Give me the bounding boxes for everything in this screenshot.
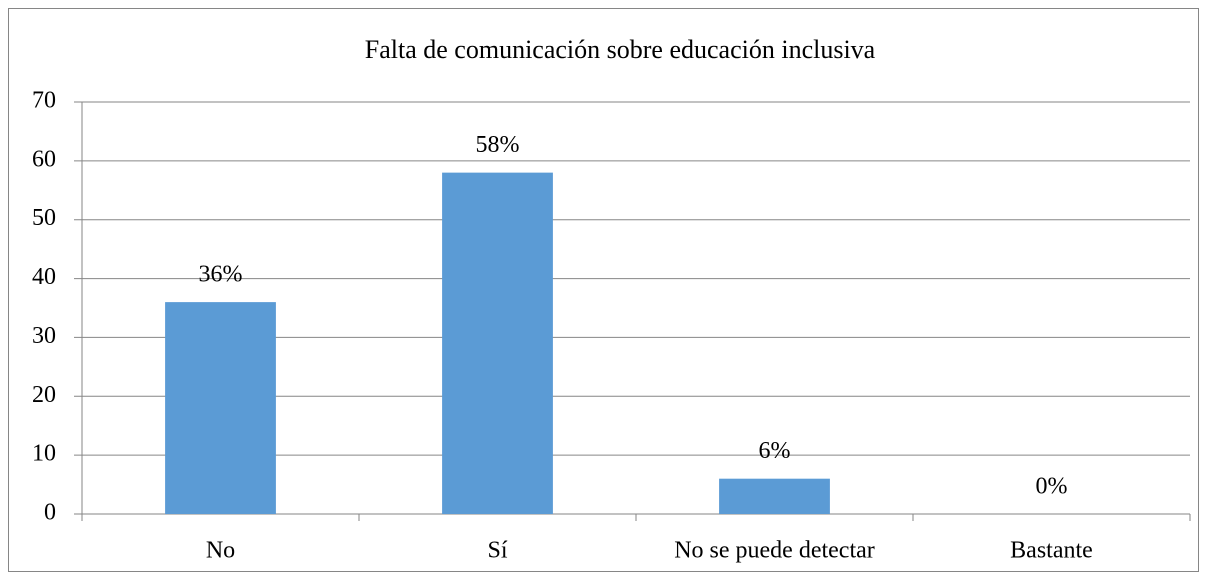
y-tick-label: 70: [32, 88, 56, 114]
bar: [165, 302, 276, 514]
y-tick-label: 10: [32, 441, 56, 467]
y-tick-label: 40: [32, 264, 56, 290]
x-tick-label: No: [206, 538, 235, 564]
y-tick-label: 30: [32, 323, 56, 349]
y-tick-label: 50: [32, 205, 56, 231]
data-label: 6%: [759, 438, 791, 464]
y-tick-label: 20: [32, 382, 56, 408]
y-tick-label: 0: [44, 500, 56, 526]
data-label: 36%: [199, 262, 243, 288]
x-tick-label: Sí: [487, 538, 507, 564]
x-tick-label: No se puede detectar: [674, 538, 875, 564]
chart-title: Falta de comunicación sobre educación in…: [365, 35, 876, 64]
data-label: 58%: [476, 132, 520, 158]
y-tick-label: 60: [32, 146, 56, 172]
bar: [719, 478, 830, 514]
bar: [442, 172, 553, 514]
data-label: 0%: [1036, 474, 1068, 500]
x-tick-label: Bastante: [1010, 538, 1093, 564]
